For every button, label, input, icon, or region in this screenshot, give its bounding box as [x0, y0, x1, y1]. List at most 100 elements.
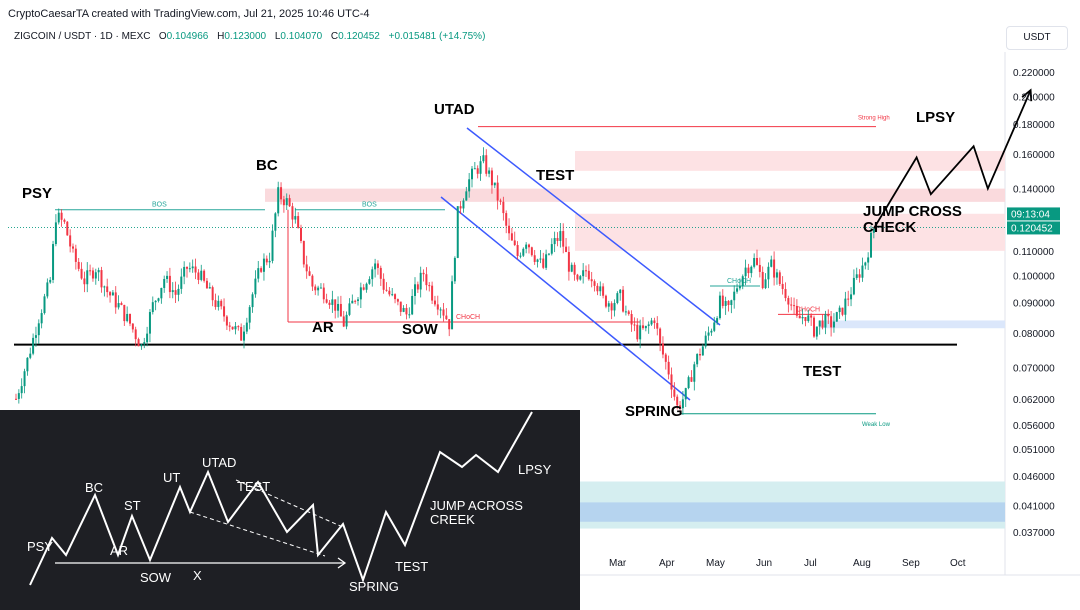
candle-body — [744, 267, 747, 277]
candle-body — [251, 294, 254, 308]
candle-body — [730, 300, 733, 306]
candle-body — [408, 314, 411, 316]
candle-body — [345, 314, 348, 327]
candle-body — [254, 278, 257, 295]
inset-background — [0, 410, 580, 610]
candle-body — [490, 170, 493, 186]
schematic-arrowhead — [337, 557, 347, 569]
candle-body — [374, 263, 377, 270]
candle-body — [624, 311, 627, 313]
candle-body — [630, 314, 633, 325]
low-value: 0.104070 — [280, 31, 323, 42]
candle-body — [431, 285, 434, 301]
candle-body — [767, 266, 770, 280]
price-tick-label: 0.160000 — [1013, 150, 1055, 161]
price-tick-label: 0.200000 — [1013, 93, 1055, 104]
candle-body — [667, 361, 670, 375]
inset-label-jump-across-creek: JUMP ACROSS — [430, 498, 523, 513]
candle-body — [91, 270, 94, 279]
candle-body — [394, 294, 397, 300]
candle-body — [362, 287, 365, 290]
candle-body — [405, 307, 408, 315]
candle-body — [841, 307, 844, 315]
bc-label: BC — [256, 157, 278, 174]
candle-body — [97, 270, 100, 273]
candle-body — [536, 259, 539, 262]
low-label: L — [274, 31, 281, 42]
candle-body — [804, 317, 807, 322]
candle-body — [194, 266, 197, 273]
candle-body — [72, 246, 74, 249]
candle-body — [724, 301, 727, 306]
candle-body — [459, 206, 462, 209]
candle-body — [793, 305, 796, 307]
inset-label-utad: UTAD — [202, 455, 236, 470]
candle-body — [465, 191, 468, 201]
close-value: 0.120452 — [338, 31, 380, 42]
candle-body — [471, 168, 473, 180]
price-tick-label: 0.046000 — [1013, 472, 1055, 483]
candle-body — [248, 307, 251, 323]
candle-body — [379, 267, 382, 279]
candle-body — [710, 330, 713, 333]
candle-body — [337, 303, 340, 311]
candle-body — [351, 300, 354, 304]
candle-body — [818, 320, 821, 327]
candle-body — [282, 199, 285, 206]
bos-line-label: BOS — [152, 202, 167, 209]
candle-body — [166, 275, 169, 279]
candle-body — [832, 321, 835, 328]
candle-body — [696, 354, 699, 365]
countdown-tag — [1007, 207, 1060, 221]
candle-body — [852, 277, 855, 295]
candle-body — [328, 302, 331, 305]
candle-body — [174, 290, 177, 295]
candle-body — [456, 206, 459, 258]
candle-body — [593, 281, 596, 286]
candle-body — [764, 279, 767, 289]
candle-body — [223, 306, 226, 317]
candle-body — [52, 244, 55, 280]
candle-body — [240, 326, 243, 341]
candle-body — [821, 320, 824, 328]
candle-body — [616, 293, 619, 303]
candle-body — [317, 287, 320, 291]
candle-body — [171, 290, 174, 293]
candle-body — [134, 329, 137, 340]
candle-body — [505, 213, 508, 226]
schematic-channel-upper — [235, 479, 346, 529]
candle-body — [693, 364, 696, 382]
candle-body — [690, 377, 693, 382]
candle-body — [428, 285, 431, 287]
inset-label-lpsy: LPSY — [518, 462, 552, 477]
supply-zone-upper — [575, 150, 1005, 171]
candle-body — [245, 322, 248, 332]
candle-body — [376, 263, 379, 268]
candle-body — [787, 298, 790, 305]
candle-body — [322, 287, 325, 300]
candle-body — [633, 324, 636, 326]
candle-body — [357, 299, 359, 301]
candle-body — [508, 225, 511, 234]
currency-button[interactable]: USDT — [1006, 26, 1068, 50]
candle-body — [103, 286, 106, 288]
candle-body — [830, 316, 833, 328]
demand-zone — [820, 320, 1005, 329]
candle-body — [576, 274, 579, 280]
candle-body — [425, 274, 428, 286]
candle-body — [758, 264, 761, 272]
candle-body — [288, 198, 291, 207]
candle-body — [311, 275, 314, 287]
candle-body — [547, 253, 550, 255]
candle-body — [411, 295, 414, 315]
candle-body — [721, 295, 724, 306]
candle-body — [131, 323, 134, 330]
candle-body — [516, 245, 519, 257]
candles-group — [15, 147, 875, 415]
candle-body — [707, 332, 710, 336]
time-tick-label: Jul — [804, 558, 817, 569]
price-tick-label: 0.062000 — [1013, 395, 1055, 406]
candle-body — [348, 303, 351, 315]
candle-body — [137, 339, 140, 347]
